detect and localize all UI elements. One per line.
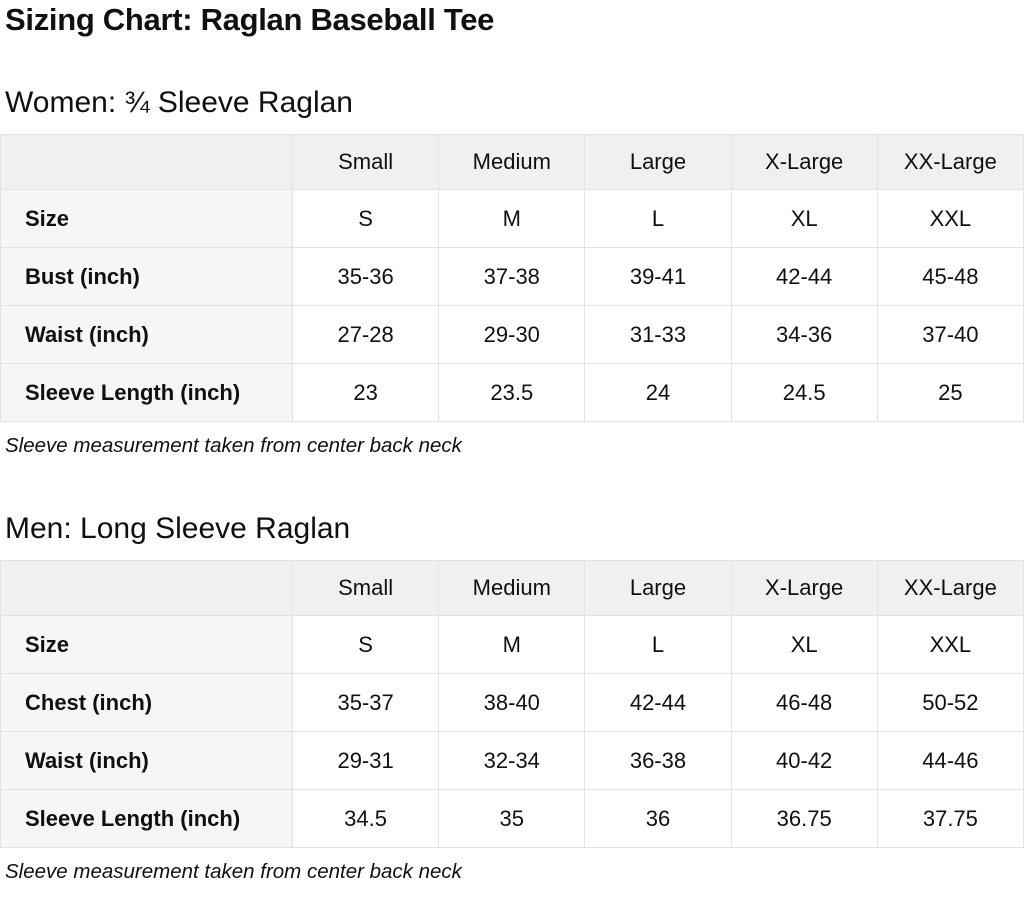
page-title: Sizing Chart: Raglan Baseball Tee bbox=[5, 2, 495, 37]
size-column-header: Medium bbox=[438, 560, 586, 616]
measurement-cell: XL bbox=[730, 615, 878, 674]
sleeve-note-women: Sleeve measurement taken from center bac… bbox=[5, 434, 462, 457]
section-men: Men: Long Sleeve Raglan Small Medium Large… bbox=[0, 511, 1024, 885]
sleeve-note-men: Sleeve measurement taken from center bac… bbox=[5, 860, 462, 883]
measurement-cell: 45-48 bbox=[876, 247, 1024, 306]
measurement-cell: 40-42 bbox=[730, 731, 878, 790]
measurement-cell: 27-28 bbox=[291, 305, 440, 364]
size-column-header: Large bbox=[584, 134, 732, 190]
measurement-cell: 37-38 bbox=[438, 247, 586, 306]
size-column-header: XX-Large bbox=[876, 134, 1024, 190]
section-women: Women: ¾ Sleeve Raglan Small Medium Large X… bbox=[0, 85, 1024, 459]
row-label-cell: Size bbox=[0, 615, 293, 674]
measurement-cell: 37.75 bbox=[876, 789, 1024, 848]
size-column-header: XX-Large bbox=[876, 560, 1024, 616]
measurement-cell: 38-40 bbox=[438, 673, 586, 732]
measurement-cell: 36.75 bbox=[730, 789, 878, 848]
size-column-header: Small bbox=[291, 134, 440, 190]
size-column-header: Small bbox=[291, 560, 440, 616]
measurement-cell: 35-37 bbox=[291, 673, 440, 732]
measurement-cell: M bbox=[438, 615, 586, 674]
table-row: Size S M L XL XXL bbox=[0, 615, 1024, 674]
row-label-cell: Sleeve Length (inch) bbox=[0, 363, 293, 422]
measurement-cell: 31-33 bbox=[584, 305, 732, 364]
measurement-cell: 29-31 bbox=[291, 731, 440, 790]
table-row: Sleeve Length (inch) 34.5 35 36 36.75 37.75 bbox=[0, 789, 1024, 848]
measurement-cell: 36-38 bbox=[584, 731, 732, 790]
measurement-cell: 42-44 bbox=[730, 247, 878, 306]
section-heading-women: Women: ¾ Sleeve Raglan bbox=[5, 86, 353, 119]
table-row: Size S M L XL XXL bbox=[0, 189, 1024, 248]
measurement-cell: 25 bbox=[876, 363, 1024, 422]
measurement-cell: 46-48 bbox=[730, 673, 878, 732]
table-row: Bust (inch) 35-36 37-38 39-41 42-44 45-48 bbox=[0, 247, 1024, 306]
row-label-cell: Bust (inch) bbox=[0, 247, 293, 306]
row-label-cell: Sleeve Length (inch) bbox=[0, 789, 293, 848]
measurement-cell: 42-44 bbox=[584, 673, 732, 732]
measurement-cell: 50-52 bbox=[876, 673, 1024, 732]
measurement-cell: 35-36 bbox=[291, 247, 440, 306]
women-sizing-table: Small Medium Large X-Large XX-Large Size S M L XL… bbox=[0, 134, 1024, 422]
row-label-cell: Size bbox=[0, 189, 293, 248]
table-header-row: Small Medium Large X-Large XX-Large bbox=[0, 560, 1024, 616]
table-row: Waist (inch) 27-28 29-30 31-33 34-36 37-40 bbox=[0, 305, 1024, 364]
size-column-header: X-Large bbox=[730, 560, 878, 616]
measurement-cell: S bbox=[291, 615, 440, 674]
measurement-cell: L bbox=[584, 615, 732, 674]
row-label-cell: Waist (inch) bbox=[0, 305, 293, 364]
size-column-header: Medium bbox=[438, 134, 586, 190]
measurement-cell: 23.5 bbox=[438, 363, 586, 422]
measurement-cell: 23 bbox=[291, 363, 440, 422]
measurement-cell: 32-34 bbox=[438, 731, 586, 790]
measurement-cell: 34-36 bbox=[730, 305, 878, 364]
measurement-cell: L bbox=[584, 189, 732, 248]
section-heading-men: Men: Long Sleeve Raglan bbox=[5, 512, 351, 545]
measurement-cell: 37-40 bbox=[876, 305, 1024, 364]
row-label-cell: Chest (inch) bbox=[0, 673, 293, 732]
table-row: Sleeve Length (inch) 23 23.5 24 24.5 25 bbox=[0, 363, 1024, 422]
measurement-cell: 36 bbox=[584, 789, 732, 848]
measurement-cell: 24 bbox=[584, 363, 732, 422]
corner-header-cell bbox=[0, 560, 293, 616]
size-column-header: Large bbox=[584, 560, 732, 616]
men-sizing-table: Small Medium Large X-Large XX-Large Size S M L XL… bbox=[0, 560, 1024, 848]
measurement-cell: XL bbox=[730, 189, 878, 248]
measurement-cell: 39-41 bbox=[584, 247, 732, 306]
measurement-cell: M bbox=[438, 189, 586, 248]
measurement-cell: XXL bbox=[876, 615, 1024, 674]
measurement-cell: 44-46 bbox=[876, 731, 1024, 790]
table-row: Chest (inch) 35-37 38-40 42-44 46-48 50-52 bbox=[0, 673, 1024, 732]
measurement-cell: 29-30 bbox=[438, 305, 586, 364]
measurement-cell: S bbox=[291, 189, 440, 248]
measurement-cell: 34.5 bbox=[291, 789, 440, 848]
size-column-header: X-Large bbox=[730, 134, 878, 190]
measurement-cell: 35 bbox=[438, 789, 586, 848]
measurement-cell: XXL bbox=[876, 189, 1024, 248]
table-header-row: Small Medium Large X-Large XX-Large bbox=[0, 134, 1024, 190]
corner-header-cell bbox=[0, 134, 293, 190]
row-label-cell: Waist (inch) bbox=[0, 731, 293, 790]
table-row: Waist (inch) 29-31 32-34 36-38 40-42 44-46 bbox=[0, 731, 1024, 790]
measurement-cell: 24.5 bbox=[730, 363, 878, 422]
